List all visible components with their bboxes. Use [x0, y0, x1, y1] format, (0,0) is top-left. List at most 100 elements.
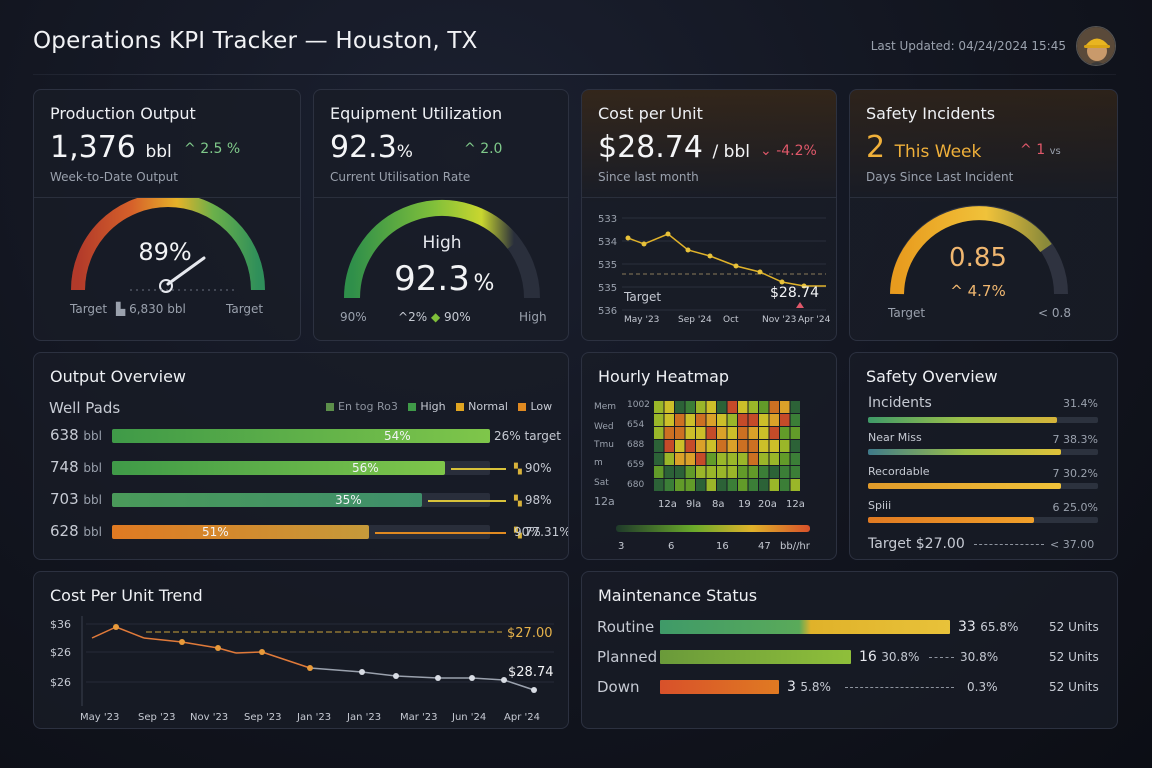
- card-title: Maintenance Status: [598, 586, 758, 605]
- safety-overview-card[interactable]: Safety Overview Incidents 31.4% Near Miss 7…: [849, 352, 1118, 560]
- heatmap-cell: [654, 479, 664, 491]
- heatmap-cell: [759, 479, 769, 491]
- safety-fill[interactable]: [868, 417, 1057, 423]
- heatmap-cell: [727, 440, 737, 452]
- heatmap-cell: [685, 466, 695, 478]
- heatmap-cell: [748, 479, 758, 491]
- card-title: Safety Overview: [866, 367, 998, 386]
- maintenance-status-card[interactable]: Maintenance Status Routine 33 65.8% 52 Uni…: [581, 571, 1118, 729]
- trend-segment: [143, 637, 183, 643]
- flag-icon: ▚: [514, 496, 525, 507]
- heatmap-cell: [769, 414, 779, 426]
- x-tick-label: Jun '24: [451, 712, 486, 723]
- heatmap-cell: [790, 466, 800, 478]
- output-overview-card[interactable]: Output Overview Well Pads En tog Ro3 Hig…: [33, 352, 569, 560]
- heatmap-cell: [706, 479, 716, 491]
- heatmap-cell: [654, 401, 664, 413]
- heatmap-cell: [664, 427, 674, 439]
- cost-sub: Since last month: [598, 170, 699, 184]
- avatar[interactable]: [1076, 26, 1116, 66]
- bar-fill[interactable]: 51%: [112, 525, 369, 539]
- heatmap-cell: [696, 466, 706, 478]
- target-label-right: Target: [226, 302, 264, 316]
- data-point: [641, 241, 647, 247]
- hourly-heatmap-card[interactable]: Hourly Heatmap Mem Wed Tmu m Sat 12a 1002 654 68…: [581, 352, 837, 560]
- data-point: [307, 665, 313, 671]
- data-point: [625, 235, 631, 241]
- bar-right-label: ▚ 77.31%: [514, 525, 569, 539]
- card-title: Cost per Unit: [598, 104, 703, 123]
- target-label: Target: [623, 290, 661, 304]
- heatmap-cell: [738, 479, 748, 491]
- production-output-card[interactable]: Production Output 1,376 bbl ^ 2.5 % Week…: [33, 89, 301, 341]
- legend-item: High: [408, 400, 446, 413]
- gauge-fill: [890, 206, 1052, 295]
- page-title: Operations KPI Tracker — Houston, TX: [33, 28, 478, 54]
- y-tick-label: $26: [50, 676, 71, 689]
- heatmap-cell: [654, 453, 664, 465]
- heatmap-cell: [780, 479, 790, 491]
- equipment-utilization-card[interactable]: Equipment Utilization 92.3% ^ 2.0 Curren…: [313, 89, 569, 341]
- heatmap-cell: [769, 466, 779, 478]
- data-point: [435, 675, 441, 681]
- maintenance-units: 52 Units: [1049, 680, 1099, 694]
- arrow-down-icon: ⌄: [760, 143, 772, 159]
- maintenance-units: 52 Units: [1049, 620, 1099, 634]
- equipment-sub: Current Utilisation Rate: [330, 170, 471, 184]
- building-icon: ▙: [116, 302, 126, 316]
- safety-value: 2 This Week: [866, 130, 982, 165]
- safety-incidents-card[interactable]: Safety Incidents 2 This Week ^ 1 vs Days…: [849, 89, 1118, 341]
- bar-fill[interactable]: 35%: [112, 493, 422, 507]
- x-tick-label: Apr '24: [504, 712, 540, 723]
- maintenance-label: Down: [597, 678, 640, 696]
- right-label: High: [519, 310, 547, 324]
- y-tick-label: $36: [50, 618, 71, 631]
- heatmap-cell: [664, 440, 674, 452]
- x-tick-label: Sep '23: [138, 712, 176, 723]
- scale-label: 16: [716, 541, 729, 552]
- target-line: [451, 468, 506, 470]
- safety-fill[interactable]: [868, 517, 1034, 523]
- bar-pct: 56%: [352, 461, 379, 475]
- bar-fill[interactable]: 54%: [112, 429, 490, 443]
- cost-trend-card[interactable]: Cost Per Unit Trend $36 $26 $26 $27.00 $28.7…: [33, 571, 569, 729]
- heatmap-cell: [664, 401, 674, 413]
- bar-right-label: ▚ 90%: [514, 461, 552, 475]
- gauge-label: High: [422, 233, 461, 253]
- bar-fill[interactable]: 56%: [112, 461, 445, 475]
- heatmap-cell: [685, 427, 695, 439]
- data-point: [757, 269, 763, 275]
- gauge-hub: [159, 279, 173, 293]
- y-tick-label: 536: [598, 306, 617, 317]
- heatmap-cell: [748, 466, 758, 478]
- heatmap-cell: [664, 466, 674, 478]
- maintenance-bar[interactable]: [660, 680, 779, 694]
- data-point: [665, 231, 671, 237]
- y-tick-label: $26: [50, 646, 71, 659]
- maintenance-bar[interactable]: [660, 650, 851, 664]
- heatmap-cell: [727, 401, 737, 413]
- cost-line: [627, 233, 826, 287]
- x-tick-label: May '23: [624, 315, 659, 325]
- x-tick-label: Oct: [723, 315, 739, 325]
- maintenance-bar[interactable]: [660, 620, 950, 634]
- maintenance-extra: 30.8%: [960, 650, 999, 664]
- target-label-left: Target: [70, 302, 108, 316]
- safety-row-values: 6 25.0%: [1052, 501, 1098, 514]
- trend-segment: [217, 647, 237, 654]
- bar-pct: 35%: [335, 493, 362, 507]
- gauge-value: 0.85: [949, 243, 1007, 273]
- heatmap-cell: [790, 401, 800, 413]
- heatmap-cell: [780, 453, 790, 465]
- data-point: [113, 624, 119, 630]
- safety-fill[interactable]: [868, 449, 1061, 455]
- row-label: Mem: [594, 402, 616, 412]
- safety-row-label: Near Miss: [868, 431, 922, 444]
- end-label: $28.74: [770, 285, 819, 301]
- heatmap-cell: [727, 453, 737, 465]
- heatmap-cell: [675, 440, 685, 452]
- heatmap-cell: [717, 440, 727, 452]
- safety-fill[interactable]: [868, 483, 1061, 489]
- y-tick-label: 534: [598, 237, 617, 248]
- cost-per-unit-card[interactable]: Cost per Unit $28.74 / bbl ⌄ -4.2% Since…: [581, 89, 837, 341]
